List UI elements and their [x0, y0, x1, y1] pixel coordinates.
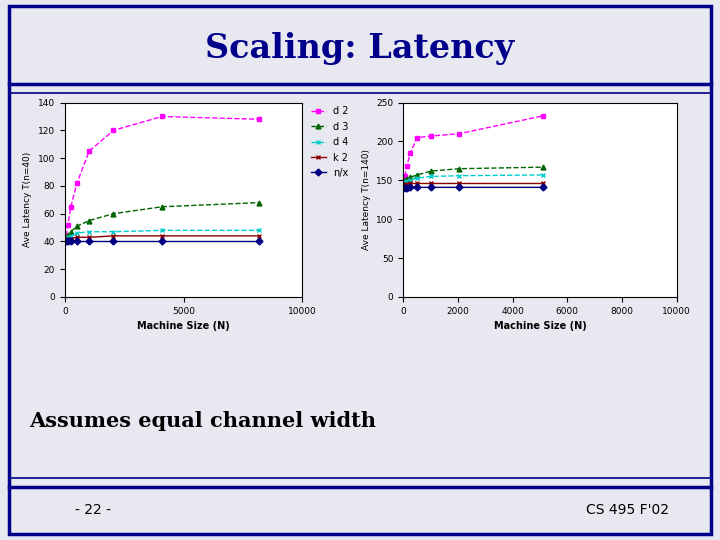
d 2	[413, 134, 421, 141]
k 2	[427, 180, 436, 187]
k 2	[62, 237, 71, 244]
n/x	[85, 238, 94, 245]
Y-axis label: Ave Latency T(n=140): Ave Latency T(n=140)	[361, 149, 371, 251]
d 3	[73, 223, 81, 230]
k 2	[255, 233, 264, 239]
d 4	[255, 227, 264, 234]
d 2	[158, 113, 166, 120]
n/x	[62, 238, 71, 245]
d 3	[109, 211, 118, 217]
Legend: d 2, d 3, d 4, k 2, n/x: d 2, d 3, d 4, k 2, n/x	[307, 103, 353, 182]
n/x	[66, 238, 75, 245]
d 2	[455, 131, 464, 137]
d 3	[539, 164, 548, 171]
d 2	[73, 180, 81, 186]
d 4	[539, 172, 548, 178]
d 4	[402, 178, 411, 184]
Line: k 2: k 2	[402, 181, 546, 187]
n/x	[427, 184, 436, 191]
d 2	[109, 127, 118, 133]
d 2	[406, 150, 415, 157]
d 4	[158, 227, 166, 234]
k 2	[402, 181, 411, 187]
k 2	[406, 180, 415, 187]
d 2	[85, 148, 94, 154]
d 4	[66, 233, 75, 239]
d 2	[427, 133, 436, 139]
n/x	[455, 184, 464, 191]
d 3	[406, 174, 415, 180]
d 2	[62, 233, 71, 239]
Line: n/x: n/x	[402, 185, 546, 191]
n/x	[73, 238, 81, 245]
X-axis label: Machine Size (N): Machine Size (N)	[494, 321, 586, 331]
n/x	[539, 184, 548, 191]
d 4	[109, 228, 118, 235]
d 4	[73, 230, 81, 237]
d 3	[402, 176, 411, 182]
n/x	[109, 238, 118, 245]
Text: CS 495 F'02: CS 495 F'02	[585, 503, 669, 517]
d 3	[63, 231, 72, 238]
n/x	[63, 238, 72, 245]
k 2	[85, 234, 94, 240]
d 2	[400, 173, 409, 180]
n/x	[402, 185, 411, 191]
d 3	[158, 204, 166, 210]
d 2	[255, 116, 264, 123]
Line: d 4: d 4	[64, 228, 262, 241]
k 2	[413, 180, 421, 187]
X-axis label: Machine Size (N): Machine Size (N)	[138, 321, 230, 331]
d 3	[85, 218, 94, 224]
d 2	[539, 112, 548, 119]
d 3	[255, 199, 264, 206]
Text: - 22 -: - 22 -	[75, 503, 111, 517]
n/x	[158, 238, 166, 245]
d 4	[400, 179, 409, 185]
k 2	[539, 180, 548, 187]
n/x	[255, 238, 264, 245]
d 3	[455, 165, 464, 172]
n/x	[400, 185, 409, 191]
Line: n/x: n/x	[64, 239, 262, 244]
k 2	[158, 233, 166, 239]
Text: Scaling: Latency: Scaling: Latency	[205, 32, 515, 65]
Line: d 3: d 3	[402, 165, 546, 183]
d 4	[85, 228, 94, 235]
d 3	[66, 228, 75, 235]
d 4	[406, 177, 415, 183]
n/x	[413, 184, 421, 191]
Line: d 3: d 3	[64, 200, 262, 240]
d 2	[63, 221, 72, 228]
k 2	[63, 235, 72, 242]
d 4	[455, 172, 464, 179]
d 3	[427, 168, 436, 174]
Line: k 2: k 2	[64, 233, 262, 242]
d 2	[402, 163, 411, 170]
k 2	[455, 180, 464, 187]
k 2	[73, 234, 81, 240]
n/x	[406, 184, 415, 191]
d 4	[413, 175, 421, 181]
d 3	[413, 172, 421, 178]
Line: d 2: d 2	[402, 113, 546, 179]
Y-axis label: Ave Latency T(n=40): Ave Latency T(n=40)	[23, 152, 32, 247]
d 4	[62, 235, 71, 242]
d 2	[66, 204, 75, 210]
d 4	[63, 234, 72, 240]
k 2	[109, 233, 118, 239]
Line: d 2: d 2	[64, 114, 262, 238]
k 2	[400, 181, 409, 187]
d 3	[400, 177, 409, 184]
Text: Assumes equal channel width: Assumes equal channel width	[30, 411, 377, 431]
d 4	[427, 173, 436, 180]
Line: d 4: d 4	[402, 172, 546, 184]
d 3	[62, 234, 71, 240]
k 2	[66, 235, 75, 242]
